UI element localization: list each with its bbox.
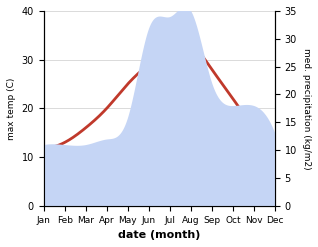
Y-axis label: med. precipitation (kg/m2): med. precipitation (kg/m2): [302, 48, 311, 169]
Y-axis label: max temp (C): max temp (C): [7, 77, 16, 140]
X-axis label: date (month): date (month): [118, 230, 200, 240]
